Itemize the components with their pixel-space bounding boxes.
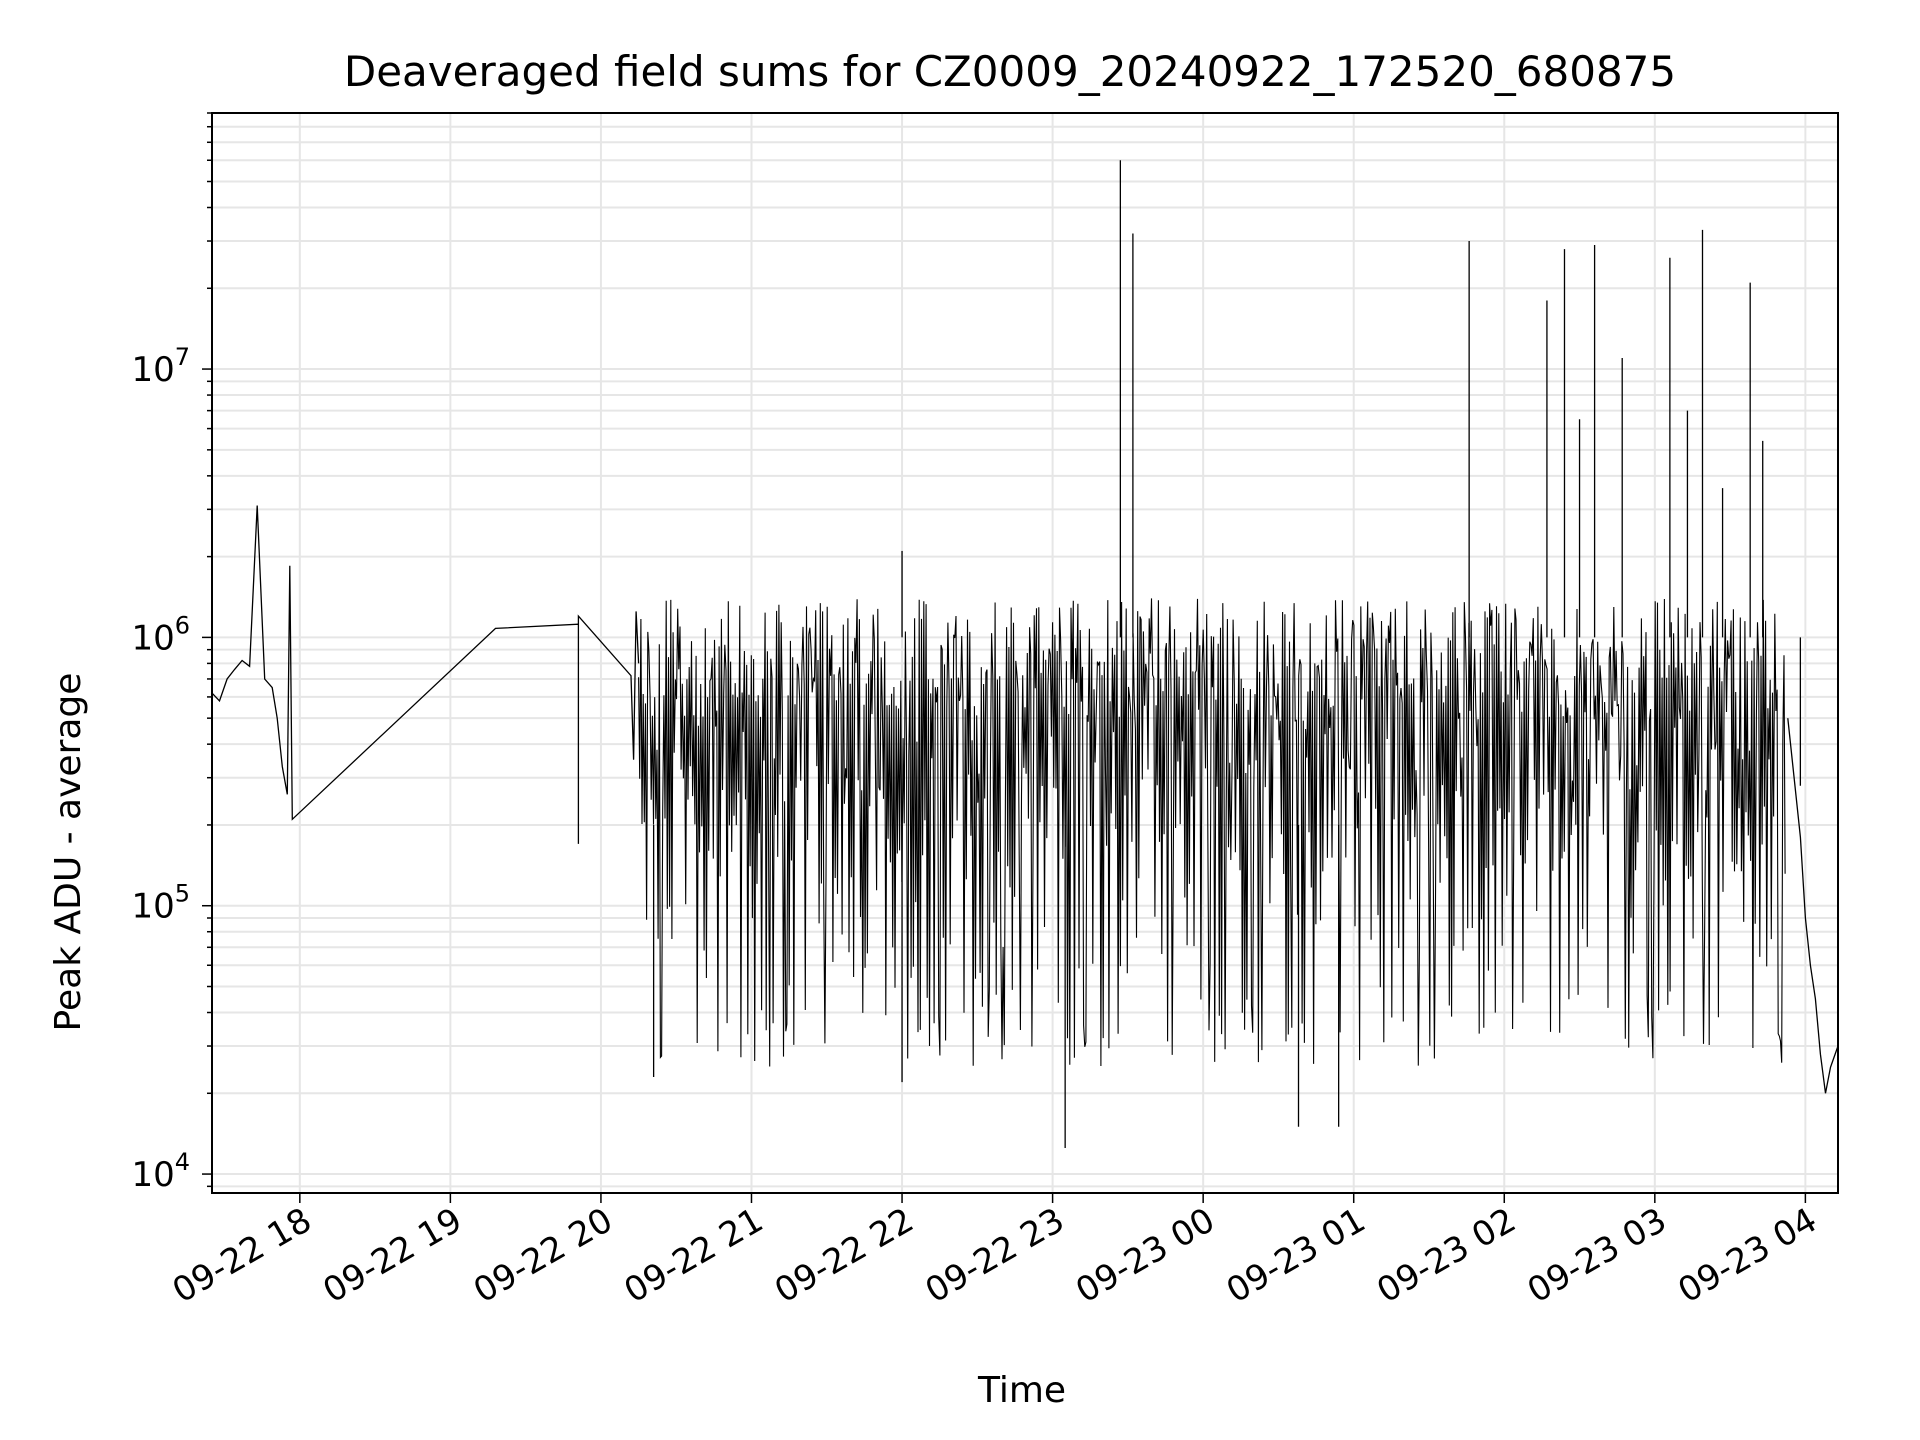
x-axis-label: Time	[977, 1370, 1066, 1411]
tick-marks	[202, 112, 1807, 1203]
tail-series-line	[1787, 718, 1839, 1094]
dense-series-line	[638, 598, 1786, 1067]
y-tick-label: 104	[131, 1148, 190, 1195]
chart-title: Deaveraged field sums for CZ0009_2024092…	[344, 47, 1676, 96]
plot-frame	[211, 112, 1839, 1194]
series-line	[211, 505, 640, 844]
y-tick-label: 107	[131, 343, 190, 390]
series-line-group	[211, 160, 1839, 1149]
grid-lines	[212, 112, 1838, 1193]
y-tick-label: 106	[131, 611, 190, 658]
y-tick-label: 105	[131, 880, 190, 927]
y-tick-labels: 104 105 106 107	[131, 343, 190, 1195]
y-axis-label: Peak ADU - average	[48, 673, 89, 1032]
